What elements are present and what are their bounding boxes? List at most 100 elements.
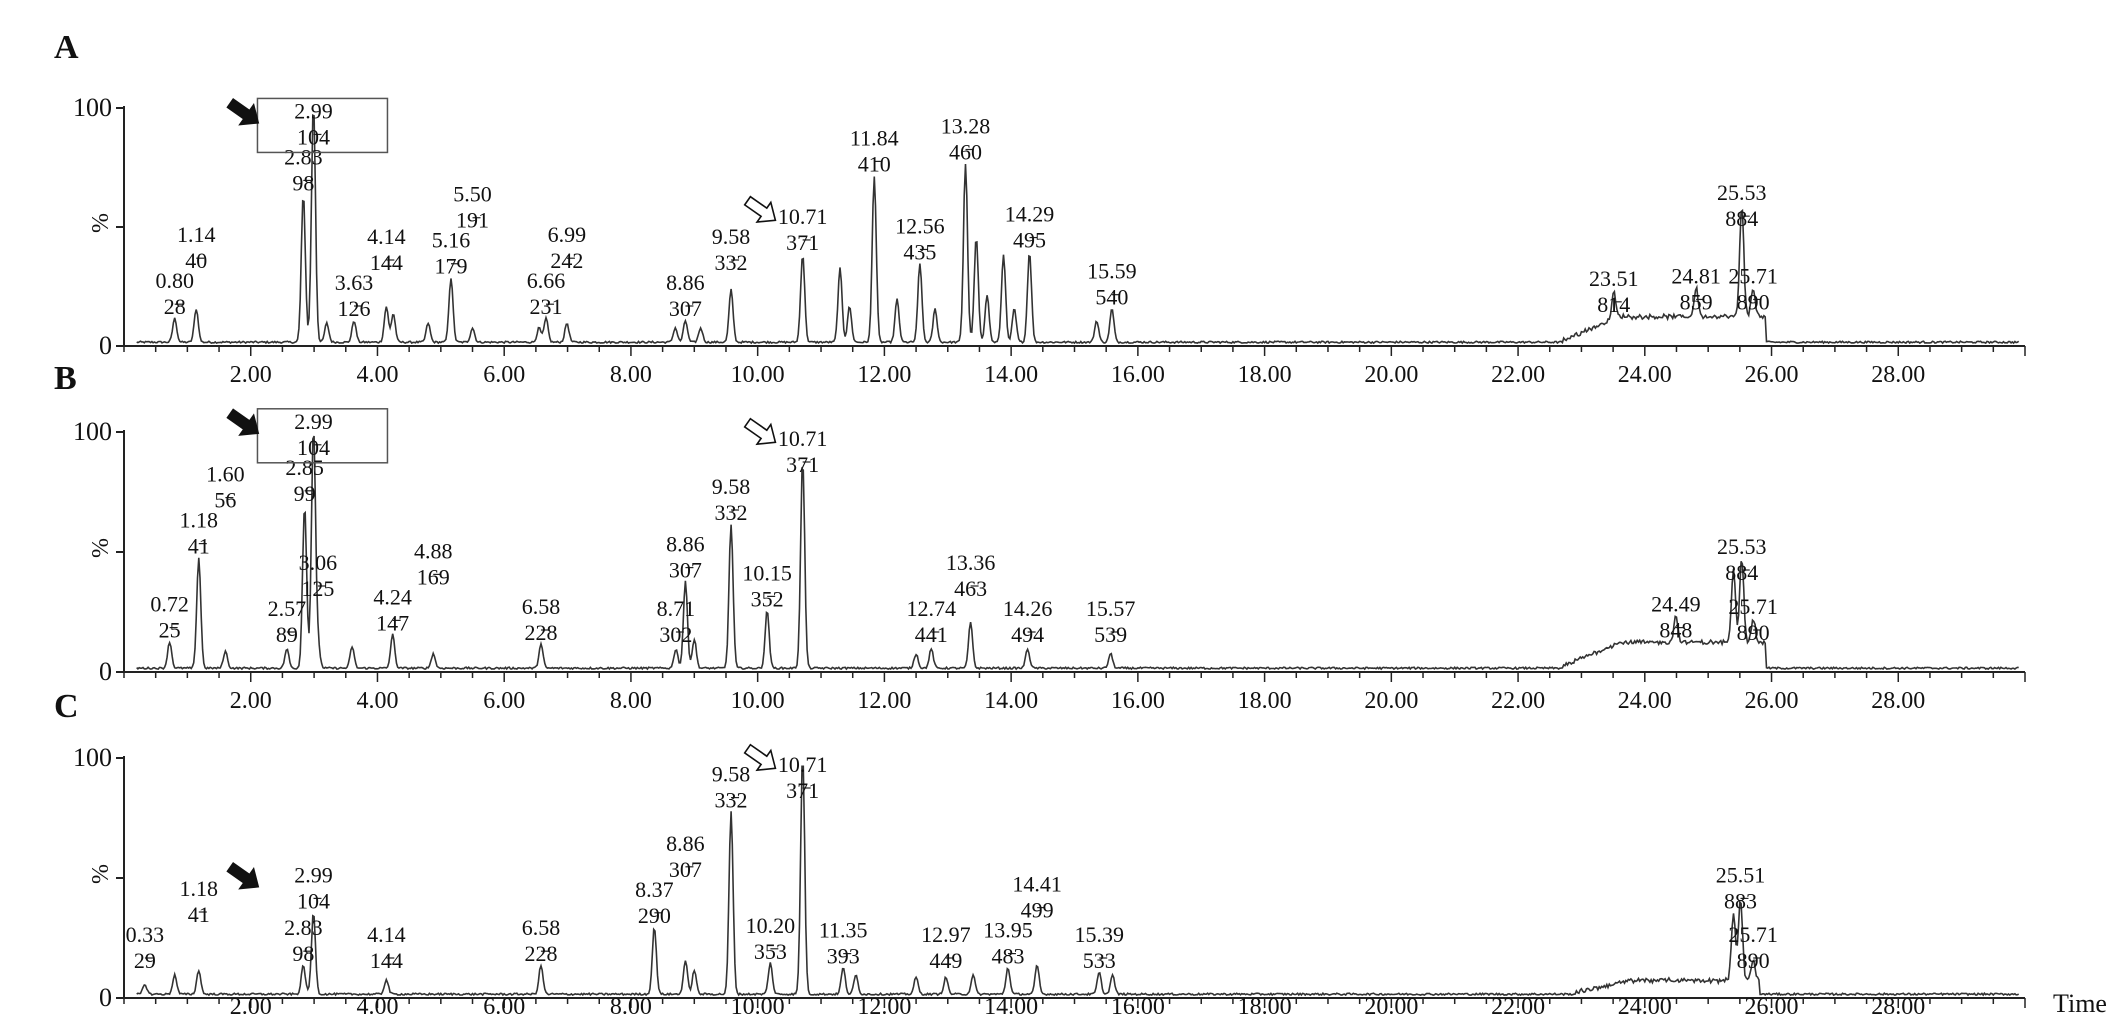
peak-rt-label: 2.85 — [285, 455, 324, 480]
peak-rt-label: 3.63 — [335, 270, 374, 295]
peak-mass-label: 28 — [164, 294, 186, 319]
peak-mass-label: 332 — [715, 788, 748, 813]
peak-mass-label: 884 — [1725, 206, 1758, 231]
peak-mass-label: 104 — [297, 888, 330, 913]
x-tick-label: 28.00 — [1871, 994, 1925, 1020]
x-tick-label: 16.00 — [1111, 994, 1165, 1020]
x-tick-label: 28.00 — [1871, 688, 1925, 714]
peak-rt-label: 4.14 — [367, 224, 406, 249]
peak-mass-label: 883 — [1724, 888, 1757, 913]
peak-mass-label: 98 — [292, 170, 314, 195]
x-tick-label: 4.00 — [356, 994, 398, 1020]
peak-rt-label: 2.57 — [268, 596, 307, 621]
peak-mass-label: 242 — [550, 248, 583, 273]
peak-rt-label: 25.51 — [1716, 862, 1766, 887]
x-tick-label: 4.00 — [356, 362, 398, 388]
peak-rt-label: 24.49 — [1651, 592, 1701, 617]
peak-mass-label: 169 — [417, 564, 450, 589]
peak-mass-label: 89 — [276, 622, 298, 647]
peak-mass-label: 332 — [715, 500, 748, 525]
open-arrow-icon — [743, 743, 777, 772]
peak-rt-label: 14.29 — [1005, 202, 1055, 227]
peak-mass-label: 179 — [434, 254, 467, 279]
chromatogram-trace — [136, 435, 2019, 671]
x-tick-label: 18.00 — [1238, 362, 1292, 388]
filled-arrow-shape — [226, 98, 260, 126]
peak-rt-label: 4.24 — [373, 584, 412, 609]
y-tick-label: 100 — [73, 417, 112, 446]
x-tick-label: 24.00 — [1618, 362, 1672, 388]
peak-mass-label: 814 — [1597, 292, 1630, 317]
peak-mass-label: 393 — [827, 944, 860, 969]
x-tick-label: 10.00 — [731, 362, 785, 388]
peak-rt-label: 1.60 — [206, 462, 245, 487]
peak-mass-label: 307 — [669, 296, 702, 321]
peak-rt-label: 2.83 — [284, 144, 323, 169]
x-tick-label: 4.00 — [356, 688, 398, 714]
peak-rt-label: 8.71 — [657, 596, 696, 621]
y-tick-label: 100 — [73, 93, 112, 122]
panel-label: B — [54, 360, 77, 397]
peak-mass-label: 533 — [1083, 948, 1116, 973]
peak-rt-label: 2.99 — [294, 409, 333, 434]
y-tick-label: 0 — [99, 331, 112, 360]
x-tick-label: 24.00 — [1618, 994, 1672, 1020]
peak-rt-label: 10.71 — [778, 426, 828, 451]
x-tick-label: 20.00 — [1364, 688, 1418, 714]
peak-rt-label: 10.20 — [746, 913, 796, 938]
x-tick-label: 2.00 — [230, 362, 272, 388]
open-arrow-icon — [743, 417, 777, 446]
peak-rt-label: 10.71 — [778, 752, 828, 777]
peak-rt-label: 14.41 — [1012, 872, 1062, 897]
open-arrow-icon — [743, 195, 777, 224]
y-tick-label: % — [88, 864, 114, 884]
peak-rt-label: 9.58 — [712, 224, 751, 249]
x-tick-label: 14.00 — [984, 688, 1038, 714]
x-tick-label: 22.00 — [1491, 362, 1545, 388]
x-tick-label: 26.00 — [1745, 688, 1799, 714]
peak-rt-label: 0.72 — [150, 592, 189, 617]
peak-mass-label: 494 — [1011, 622, 1044, 647]
filled-arrow-icon — [226, 862, 260, 890]
highlight-box — [256, 408, 389, 464]
x-tick-label: 26.00 — [1745, 362, 1799, 388]
chromatogram-trace — [136, 765, 2020, 997]
peak-rt-label: 13.36 — [946, 550, 996, 575]
peak-rt-label: 0.80 — [155, 268, 194, 293]
peak-rt-label: 25.53 — [1717, 180, 1767, 205]
peak-mass-label: 29 — [134, 948, 156, 973]
peak-mass-label: 98 — [292, 941, 314, 966]
peak-mass-label: 410 — [858, 151, 891, 176]
x-tick-label: 24.00 — [1618, 688, 1672, 714]
peak-rt-label: 6.66 — [527, 268, 566, 293]
chromatogram-panel-b: B 100% 0 2.00 4.00 6.00 8.00 10.00 12.00 14.00 16.… — [54, 360, 2026, 714]
x-tick-label: 14.00 — [984, 362, 1038, 388]
peak-rt-label: 25.71 — [1728, 594, 1778, 619]
x-tick-label: 2.00 — [230, 994, 272, 1020]
x-tick-label: 8.00 — [610, 994, 652, 1020]
x-tick-label: 22.00 — [1491, 994, 1545, 1020]
x-tick-label: 8.00 — [610, 362, 652, 388]
peak-mass-label: 231 — [530, 294, 563, 319]
peak-mass-label: 228 — [524, 620, 557, 645]
x-tick-label: 26.00 — [1745, 994, 1799, 1020]
peak-mass-label: 228 — [524, 941, 557, 966]
peak-rt-label: 5.16 — [432, 228, 471, 253]
x-tick-label: 18.00 — [1238, 994, 1292, 1020]
peak-mass-label: 371 — [786, 452, 819, 477]
x-tick-label: 12.00 — [857, 688, 911, 714]
peak-rt-label: 1.18 — [180, 876, 219, 901]
peak-mass-label: 499 — [1021, 898, 1054, 923]
peak-mass-label: 332 — [715, 250, 748, 275]
peak-mass-label: 25 — [159, 618, 181, 643]
peak-mass-label: 460 — [949, 140, 982, 165]
peak-rt-label: 25.71 — [1728, 263, 1778, 288]
peak-mass-label: 371 — [786, 778, 819, 803]
peak-mass-label: 56 — [214, 488, 236, 513]
peak-rt-label: 8.86 — [666, 532, 705, 557]
peak-mass-label: 41 — [188, 534, 210, 559]
x-tick-label: 20.00 — [1364, 994, 1418, 1020]
peak-mass-label: 848 — [1659, 618, 1692, 643]
peak-rt-label: 14.26 — [1003, 596, 1053, 621]
x-tick-label: 8.00 — [610, 688, 652, 714]
